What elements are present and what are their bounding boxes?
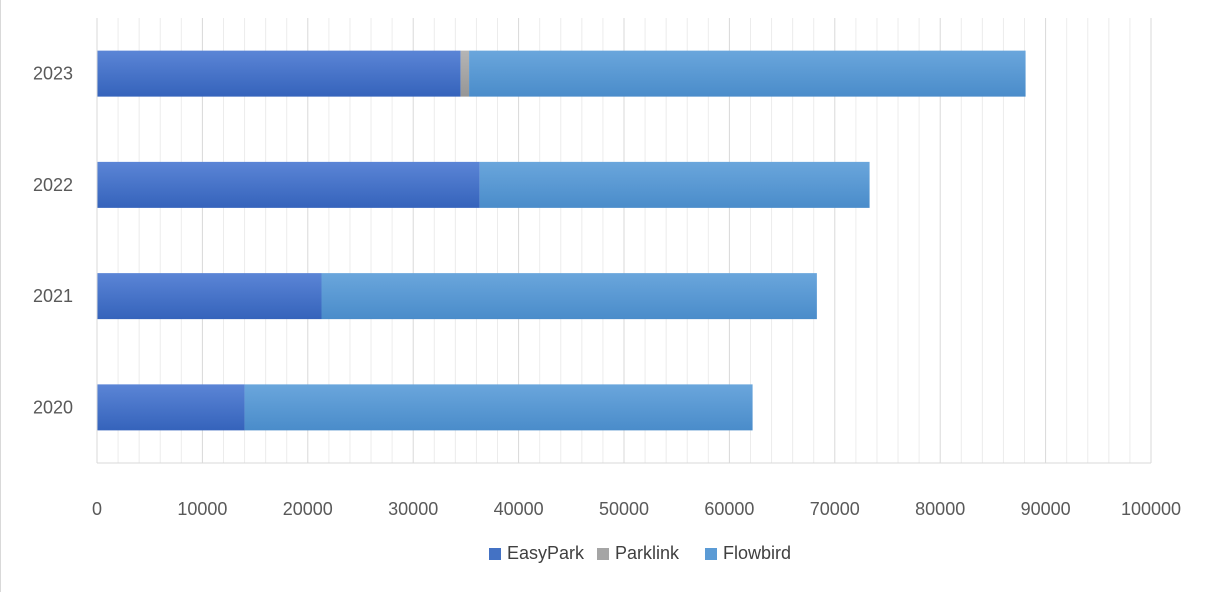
bar-easypark-2020 [97,384,245,431]
x-tick-label-20000: 20000 [283,499,333,519]
bar-flowbird-2023 [469,50,1026,97]
y-tick-label-2023: 2023 [33,64,73,84]
legend-label-flowbird: Flowbird [723,543,791,563]
bar-easypark-2021 [97,273,322,320]
legend-item-parklink: Parklink [597,543,680,563]
bar-easypark-2022 [97,161,480,208]
y-tick-label-2022: 2022 [33,175,73,195]
x-tick-label-90000: 90000 [1021,499,1071,519]
bar-flowbird-2020 [244,384,753,431]
legend: EasyPark Parklink Flowbird [489,543,791,563]
y-tick-label-2021: 2021 [33,286,73,306]
legend-item-flowbird: Flowbird [705,543,791,563]
x-tick-label-30000: 30000 [388,499,438,519]
bars [97,50,1026,431]
x-tick-label-0: 0 [92,499,102,519]
x-tick-label-40000: 40000 [494,499,544,519]
bar-parklink-2023 [460,50,470,97]
legend-swatch-flowbird [705,548,717,560]
x-tick-label-60000: 60000 [704,499,754,519]
x-tick-label-70000: 70000 [810,499,860,519]
x-tick-label-100000: 100000 [1121,499,1181,519]
legend-item-easypark: EasyPark [489,543,585,563]
y-tick-label-2020: 2020 [33,397,73,417]
legend-swatch-easypark [489,548,501,560]
axes: 2020 2021 2022 2023 0 10000 20000 30000 40000 500… [33,18,1181,519]
legend-label-easypark: EasyPark [507,543,585,563]
x-tick-label-50000: 50000 [599,499,649,519]
x-tick-label-80000: 80000 [915,499,965,519]
legend-label-parklink: Parklink [615,543,680,563]
legend-swatch-parklink [597,548,609,560]
x-tick-label-10000: 10000 [177,499,227,519]
bar-flowbird-2022 [479,161,870,208]
bar-flowbird-2021 [321,273,817,320]
bar-easypark-2023 [97,50,461,97]
